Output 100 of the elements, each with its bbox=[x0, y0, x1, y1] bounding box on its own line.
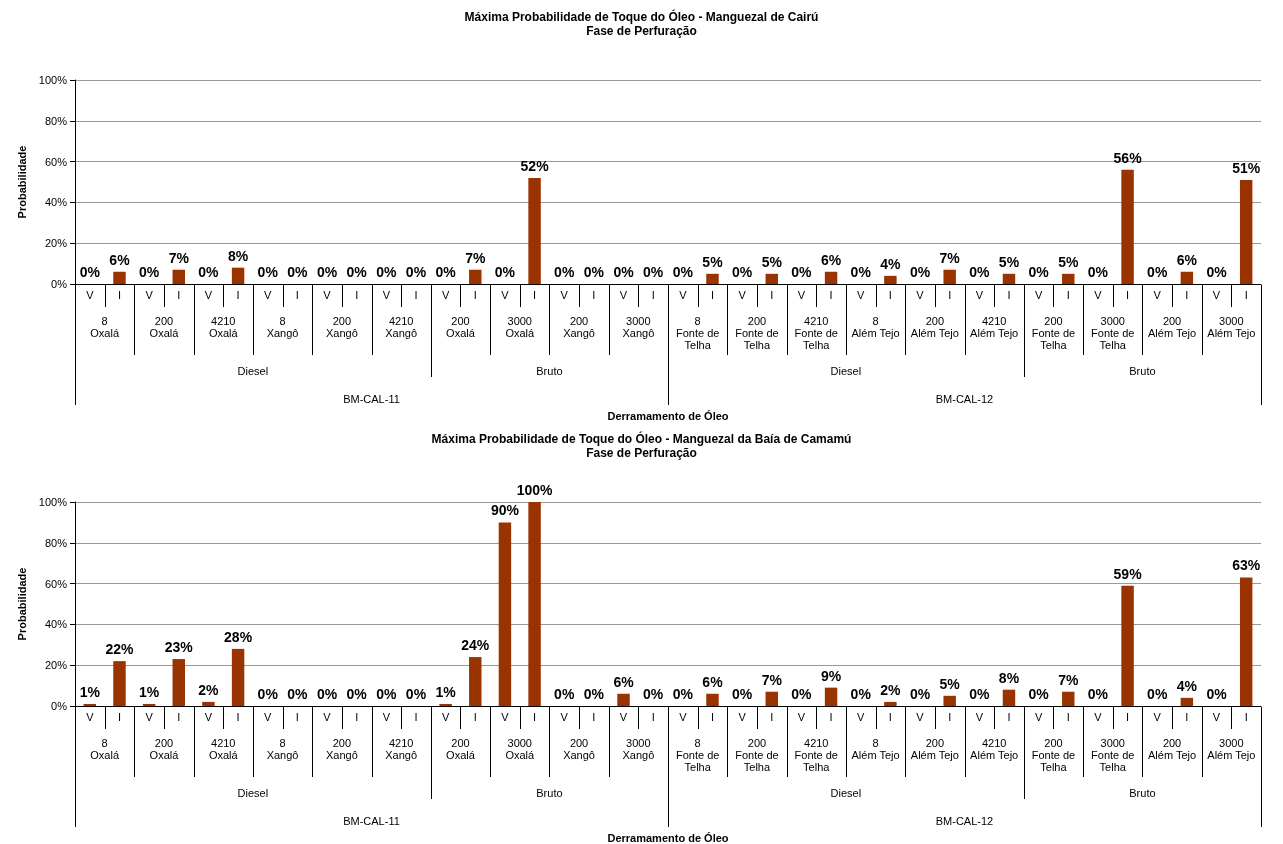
x-tick-label: I bbox=[355, 710, 359, 723]
x-tick-label: I bbox=[1066, 288, 1070, 301]
data-label: 0% bbox=[405, 686, 427, 702]
text: 3000 Xangô bbox=[622, 315, 655, 339]
text: 4210 Oxalá bbox=[208, 315, 239, 339]
data-label: 0% bbox=[287, 264, 309, 280]
text: 3000 Oxalá bbox=[505, 737, 535, 761]
data-label: 7% bbox=[1058, 671, 1079, 688]
x-tick-label: V bbox=[857, 710, 866, 723]
data-label: 23% bbox=[164, 639, 194, 656]
text: Diesel bbox=[830, 787, 862, 799]
text: 200 Xangô bbox=[563, 315, 595, 339]
bar bbox=[765, 273, 778, 284]
data-label: 0% bbox=[1147, 264, 1168, 280]
text: Bruto bbox=[1129, 365, 1156, 377]
x-tick-label: V bbox=[441, 710, 450, 723]
x-tick-label: V bbox=[857, 288, 866, 301]
bar bbox=[706, 693, 719, 706]
bar bbox=[884, 701, 897, 706]
x-tick-label: V bbox=[975, 710, 984, 723]
data-label: 0% bbox=[1206, 264, 1228, 280]
data-label: 6% bbox=[820, 251, 842, 268]
data-label: 4% bbox=[1176, 677, 1198, 694]
x-tick-label: I bbox=[710, 288, 715, 301]
x-tick-label: I bbox=[1007, 288, 1011, 301]
bar bbox=[142, 703, 156, 706]
y-tick-label: 20% bbox=[44, 237, 68, 250]
data-label: 0% bbox=[316, 264, 338, 280]
bar bbox=[83, 703, 97, 706]
text: Bruto bbox=[536, 365, 563, 377]
data-label: 4% bbox=[880, 255, 902, 272]
bar bbox=[824, 687, 838, 706]
text: 3000 Fonte de Telha bbox=[1091, 737, 1135, 773]
bar bbox=[1121, 585, 1134, 706]
x-tick-label: I bbox=[1244, 710, 1248, 723]
bar bbox=[498, 522, 512, 706]
text: 200 Fonte de Telha bbox=[735, 315, 779, 351]
data-label: 0% bbox=[909, 686, 931, 702]
text: 200 Oxalá bbox=[446, 315, 476, 339]
data-label: 0% bbox=[672, 686, 694, 702]
data-label: 6% bbox=[1176, 251, 1198, 268]
x-tick-label: V bbox=[560, 288, 569, 301]
x-tick-label: I bbox=[473, 288, 477, 301]
y-tick-label: 0% bbox=[51, 700, 68, 712]
x-tick-label: V bbox=[323, 710, 332, 723]
bar bbox=[231, 267, 245, 284]
data-label: 0% bbox=[257, 264, 279, 280]
text: Bruto bbox=[1129, 787, 1156, 799]
text: 200 Xangô bbox=[563, 737, 595, 761]
data-label: 0% bbox=[583, 264, 605, 280]
data-label: 0% bbox=[139, 264, 160, 280]
text: 8 Oxalá bbox=[90, 737, 120, 761]
data-label: 0% bbox=[435, 264, 457, 280]
x-tick-label: I bbox=[295, 710, 299, 723]
data-label: 0% bbox=[1028, 686, 1050, 702]
bar bbox=[469, 269, 482, 284]
data-label: 0% bbox=[494, 264, 516, 280]
text: 8 Fonte de Telha bbox=[675, 737, 720, 773]
data-label: 7% bbox=[761, 671, 783, 688]
bar bbox=[1239, 577, 1253, 706]
text: 200 Oxalá bbox=[446, 737, 476, 761]
data-label: 7% bbox=[465, 249, 486, 266]
x-tick-label: I bbox=[888, 710, 892, 723]
data-label: 56% bbox=[1113, 149, 1143, 166]
text: 3000 Fonte de Telha bbox=[1091, 315, 1135, 351]
data-label: 8% bbox=[998, 669, 1020, 686]
x-tick-label: V bbox=[1094, 288, 1103, 301]
x-tick-label: I bbox=[592, 288, 596, 301]
x-tick-label: I bbox=[770, 710, 774, 723]
bar bbox=[943, 269, 956, 284]
bar bbox=[172, 659, 185, 706]
text: Diesel bbox=[830, 365, 862, 377]
x-tick-label: I bbox=[888, 288, 892, 301]
data-label: 51% bbox=[1232, 159, 1261, 176]
text: 8 Fonte de Telha bbox=[675, 315, 720, 351]
chart-subtitle: Fase de Perfuração bbox=[586, 24, 697, 38]
text: 200 Fonte de Telha bbox=[735, 737, 779, 773]
data-label: 5% bbox=[1058, 253, 1079, 270]
y-axis-title: Probabilidade bbox=[15, 145, 28, 219]
text: 200 Fonte de Telha bbox=[1031, 737, 1076, 773]
data-label: 0% bbox=[732, 686, 753, 702]
data-label: 0% bbox=[376, 264, 397, 280]
text: Diesel bbox=[237, 787, 269, 799]
data-label: 0% bbox=[909, 264, 931, 280]
data-label: 2% bbox=[880, 681, 902, 698]
bar bbox=[706, 273, 719, 284]
text: Bruto bbox=[536, 787, 563, 799]
data-label: 1% bbox=[435, 683, 457, 700]
x-tick-label: I bbox=[177, 288, 181, 301]
data-label: 6% bbox=[702, 673, 724, 690]
x-tick-label: V bbox=[86, 710, 95, 723]
y-tick-label: 0% bbox=[51, 278, 68, 290]
text: 4210 Além Tejo bbox=[970, 315, 1019, 339]
x-tick-label: I bbox=[414, 288, 418, 301]
bar bbox=[1062, 273, 1075, 284]
x-tick-label: I bbox=[948, 288, 952, 301]
bar bbox=[617, 693, 630, 706]
data-label: 0% bbox=[613, 264, 635, 280]
text: 200 Além Tejo bbox=[910, 315, 959, 339]
data-label: 0% bbox=[346, 264, 368, 280]
